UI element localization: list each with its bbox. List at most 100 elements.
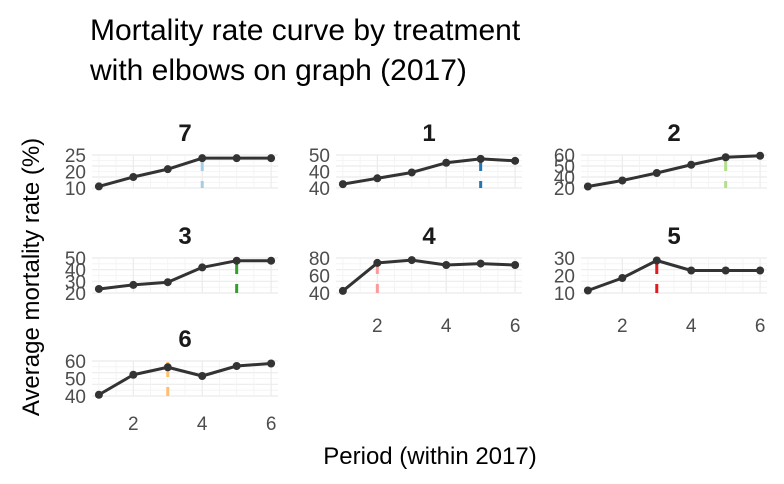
data-point — [129, 370, 138, 379]
y-tick-label: 40 — [554, 168, 575, 189]
data-point — [756, 151, 765, 160]
series-line-7 — [98, 156, 272, 188]
data-point — [407, 256, 416, 265]
data-point — [163, 165, 172, 174]
panel-6-grid — [92, 360, 278, 397]
y-tick-label: 20 — [65, 284, 86, 305]
panel-title-6: 6 — [178, 326, 191, 353]
data-point — [618, 176, 627, 185]
data-point — [652, 169, 661, 177]
facet-panels: 7102025140405022040506032030405044060802… — [65, 120, 767, 435]
x-axis-title: Period (within 2017) — [323, 443, 536, 470]
data-point — [511, 156, 520, 165]
data-point — [338, 180, 347, 189]
y-tick-label: 25 — [65, 146, 86, 167]
series-line-2 — [587, 154, 761, 188]
series-line-6 — [98, 362, 272, 397]
x-tick-label: 6 — [755, 316, 766, 337]
y-tick-label: 50 — [65, 370, 86, 391]
series-line-1 — [342, 157, 516, 186]
y-tick-label: 10 — [65, 179, 86, 200]
data-point — [442, 158, 451, 167]
data-point — [583, 286, 592, 295]
data-point — [232, 362, 241, 370]
data-point — [721, 153, 730, 162]
y-tick-label: 40 — [309, 163, 330, 184]
data-point — [232, 154, 241, 163]
y-tick-label: 40 — [65, 387, 86, 408]
x-tick-label: 6 — [510, 316, 521, 337]
data-point — [652, 256, 661, 265]
data-point — [476, 154, 485, 163]
y-tick-label: 40 — [65, 261, 86, 282]
y-tick-label: 50 — [554, 157, 575, 178]
chart-title-line-1: Mortality rate curve by treatment — [90, 14, 521, 47]
y-tick-label: 50 — [309, 146, 330, 167]
y-tick-label: 50 — [65, 249, 86, 270]
data-point — [373, 174, 382, 183]
panel-title-7: 7 — [178, 120, 191, 147]
y-tick-label: 60 — [309, 267, 330, 288]
panel-title-4: 4 — [422, 223, 436, 250]
data-point — [267, 256, 276, 265]
chart-title-line-2: with elbows on graph (2017) — [89, 54, 467, 87]
data-point — [687, 160, 696, 169]
data-point — [511, 261, 520, 269]
data-point — [583, 182, 592, 191]
panel-7-grid — [92, 154, 278, 189]
panel-title-3: 3 — [178, 223, 191, 250]
data-point — [267, 154, 276, 163]
data-point — [198, 154, 207, 163]
panel-2-grid — [581, 154, 767, 189]
data-point — [407, 168, 416, 177]
y-tick-label: 20 — [65, 163, 86, 184]
data-point — [198, 263, 207, 272]
panel-title-1: 1 — [422, 120, 435, 147]
y-tick-label: 10 — [554, 284, 575, 305]
x-tick-label: 4 — [441, 316, 452, 337]
y-tick-label: 60 — [554, 146, 575, 167]
data-point — [129, 173, 138, 181]
series-line-3 — [98, 259, 272, 291]
data-point — [721, 266, 730, 275]
data-point — [94, 284, 103, 293]
x-tick-label: 2 — [128, 414, 139, 435]
y-tick-label: 20 — [554, 267, 575, 288]
panel-1-grid — [336, 154, 522, 189]
data-point — [373, 258, 382, 267]
data-point — [338, 286, 347, 295]
data-point — [129, 280, 138, 289]
panel-title-5: 5 — [667, 223, 680, 250]
data-point — [163, 363, 172, 372]
x-tick-label: 2 — [372, 316, 383, 337]
data-point — [476, 259, 485, 268]
data-point — [232, 256, 241, 265]
series-line-4 — [341, 258, 516, 293]
data-point — [94, 182, 103, 191]
data-point — [687, 266, 696, 275]
y-tick-label: 40 — [309, 284, 330, 305]
panel-title-2: 2 — [667, 120, 680, 147]
data-point — [94, 390, 103, 399]
data-point — [618, 274, 627, 282]
x-tick-label: 4 — [686, 316, 697, 337]
panel-5-grid — [581, 257, 767, 294]
y-tick-label: 30 — [65, 272, 86, 293]
y-tick-label: 60 — [65, 352, 86, 373]
y-tick-label: 20 — [554, 179, 575, 200]
data-point — [756, 266, 765, 275]
x-tick-label: 4 — [197, 414, 208, 435]
data-point — [267, 359, 276, 368]
y-tick-label: 80 — [309, 249, 330, 270]
data-point — [163, 278, 172, 287]
series-line-5 — [587, 259, 761, 292]
data-point — [198, 372, 207, 380]
